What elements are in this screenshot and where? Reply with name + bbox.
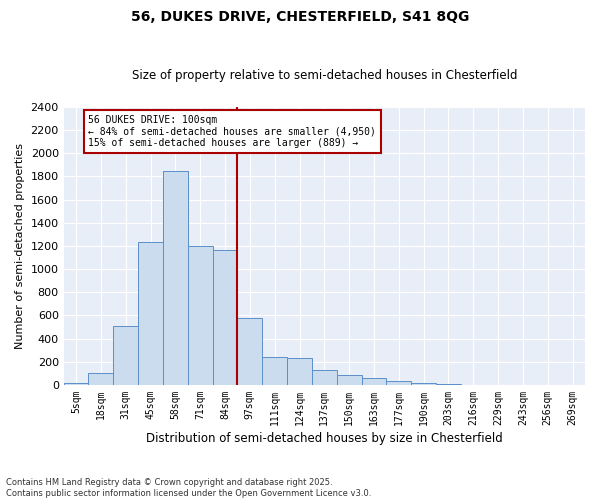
- Bar: [113, 326, 138, 385]
- X-axis label: Distribution of semi-detached houses by size in Chesterfield: Distribution of semi-detached houses by …: [146, 432, 503, 445]
- Y-axis label: Number of semi-detached properties: Number of semi-detached properties: [15, 143, 25, 349]
- Bar: [64, 383, 88, 385]
- Bar: [238, 318, 262, 385]
- Text: 56 DUKES DRIVE: 100sqm
← 84% of semi-detached houses are smaller (4,950)
15% of : 56 DUKES DRIVE: 100sqm ← 84% of semi-det…: [88, 115, 376, 148]
- Bar: [337, 374, 362, 385]
- Text: Contains HM Land Registry data © Crown copyright and database right 2025.
Contai: Contains HM Land Registry data © Crown c…: [6, 478, 371, 498]
- Bar: [411, 382, 436, 385]
- Bar: [362, 378, 386, 385]
- Bar: [386, 381, 411, 385]
- Bar: [138, 242, 163, 385]
- Bar: [163, 170, 188, 385]
- Bar: [212, 250, 238, 385]
- Bar: [312, 370, 337, 385]
- Bar: [287, 358, 312, 385]
- Text: 56, DUKES DRIVE, CHESTERFIELD, S41 8QG: 56, DUKES DRIVE, CHESTERFIELD, S41 8QG: [131, 10, 469, 24]
- Bar: [436, 384, 461, 385]
- Title: Size of property relative to semi-detached houses in Chesterfield: Size of property relative to semi-detach…: [131, 69, 517, 82]
- Bar: [262, 357, 287, 385]
- Bar: [188, 246, 212, 385]
- Bar: [88, 373, 113, 385]
